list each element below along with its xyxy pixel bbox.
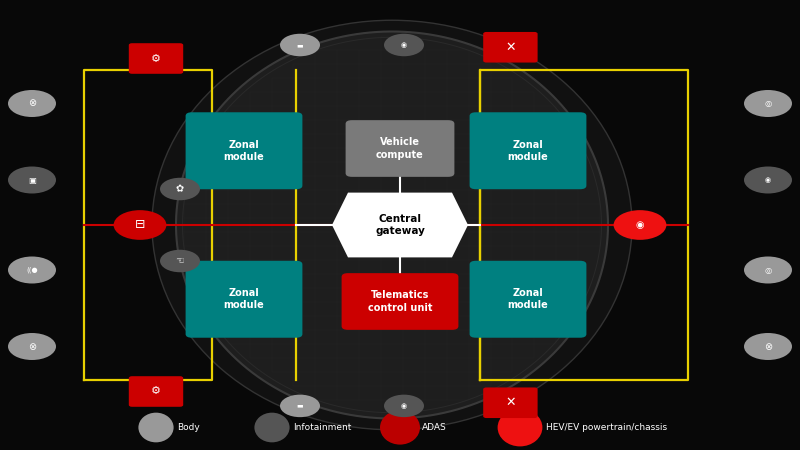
Text: Zonal
module: Zonal module xyxy=(508,140,548,162)
Text: Zonal
module: Zonal module xyxy=(224,140,264,162)
Text: ✕: ✕ xyxy=(505,396,516,409)
Polygon shape xyxy=(332,193,468,257)
Text: Infotainment: Infotainment xyxy=(294,423,352,432)
Text: ◉: ◉ xyxy=(401,42,407,48)
Text: Zonal
module: Zonal module xyxy=(224,288,264,310)
FancyBboxPatch shape xyxy=(470,112,586,189)
Circle shape xyxy=(160,250,200,272)
FancyBboxPatch shape xyxy=(342,273,458,330)
Text: ⊟: ⊟ xyxy=(134,219,146,231)
Ellipse shape xyxy=(380,410,420,445)
Circle shape xyxy=(744,166,792,194)
Text: ◉: ◉ xyxy=(765,177,771,183)
Text: ADAS: ADAS xyxy=(422,423,446,432)
FancyBboxPatch shape xyxy=(129,43,183,74)
Text: HEV/EV powertrain/chassis: HEV/EV powertrain/chassis xyxy=(546,423,666,432)
Text: ⊗: ⊗ xyxy=(28,342,36,351)
Text: ◉: ◉ xyxy=(401,403,407,409)
Text: ◎: ◎ xyxy=(764,99,772,108)
Ellipse shape xyxy=(254,413,290,442)
Text: ⊗: ⊗ xyxy=(764,342,772,351)
Text: Central
gateway: Central gateway xyxy=(375,214,425,236)
Text: ⊗: ⊗ xyxy=(28,99,36,108)
Circle shape xyxy=(160,178,200,200)
Circle shape xyxy=(384,34,424,56)
Text: Body: Body xyxy=(178,423,200,432)
Circle shape xyxy=(614,210,666,240)
Text: ▬: ▬ xyxy=(297,42,303,48)
FancyBboxPatch shape xyxy=(483,387,538,418)
Circle shape xyxy=(8,333,56,360)
Circle shape xyxy=(384,395,424,417)
FancyBboxPatch shape xyxy=(129,376,183,407)
Text: ▣: ▣ xyxy=(28,176,36,184)
Circle shape xyxy=(8,90,56,117)
Text: ◎: ◎ xyxy=(764,266,772,274)
Ellipse shape xyxy=(152,20,632,430)
FancyBboxPatch shape xyxy=(186,261,302,338)
Text: ▬: ▬ xyxy=(297,403,303,409)
Circle shape xyxy=(744,90,792,117)
Text: ✕: ✕ xyxy=(505,41,516,54)
Circle shape xyxy=(114,210,166,240)
Ellipse shape xyxy=(176,32,608,419)
FancyBboxPatch shape xyxy=(186,112,302,189)
Circle shape xyxy=(280,395,320,417)
Text: ((●: ((● xyxy=(26,267,38,273)
FancyBboxPatch shape xyxy=(346,120,454,177)
Circle shape xyxy=(280,34,320,56)
Text: ⚙: ⚙ xyxy=(151,387,161,396)
Text: ☜: ☜ xyxy=(176,256,184,266)
Circle shape xyxy=(744,333,792,360)
Text: ⚙: ⚙ xyxy=(151,54,161,63)
Text: ◉: ◉ xyxy=(636,220,644,230)
Text: Vehicle
compute: Vehicle compute xyxy=(376,137,424,160)
Text: Telematics
control unit: Telematics control unit xyxy=(368,290,432,313)
Ellipse shape xyxy=(138,413,174,442)
Text: ✿: ✿ xyxy=(176,184,184,194)
Circle shape xyxy=(744,256,792,284)
Circle shape xyxy=(8,256,56,284)
FancyBboxPatch shape xyxy=(483,32,538,63)
Ellipse shape xyxy=(498,409,542,446)
Text: Zonal
module: Zonal module xyxy=(508,288,548,310)
FancyBboxPatch shape xyxy=(470,261,586,338)
Circle shape xyxy=(8,166,56,194)
